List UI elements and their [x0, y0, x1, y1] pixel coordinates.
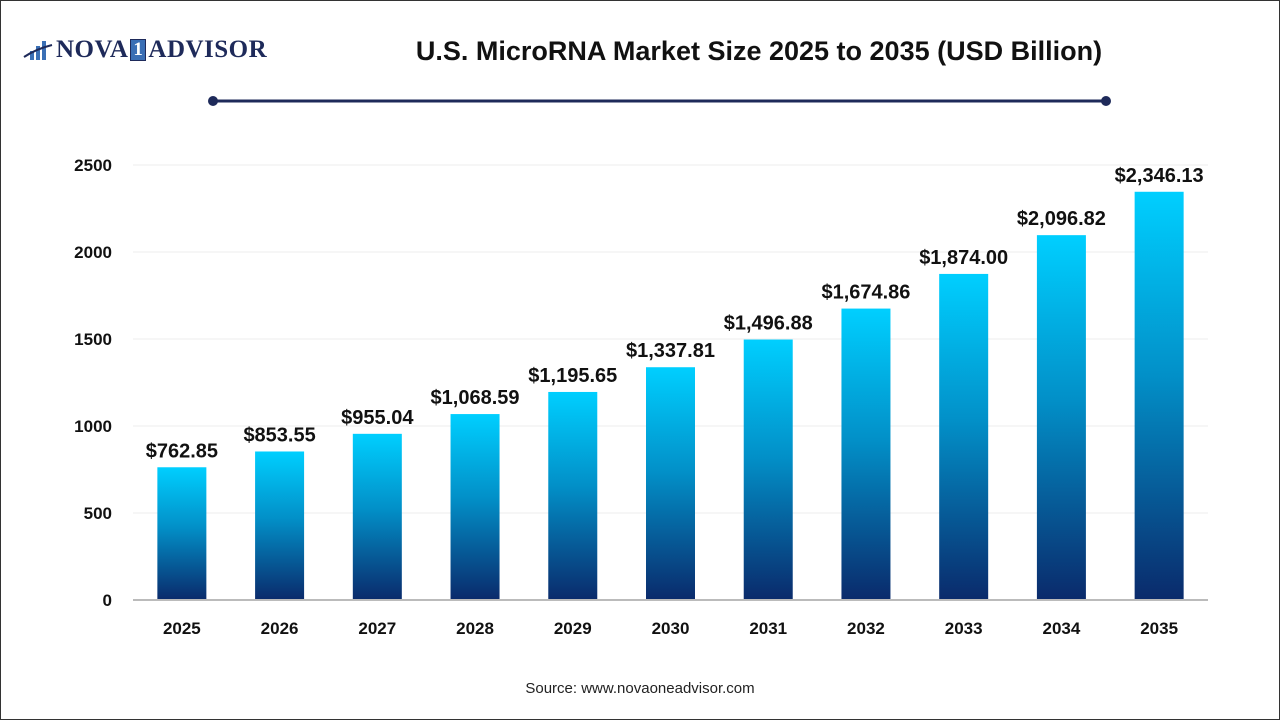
data-label: $1,337.81: [626, 340, 715, 362]
logo-one: 1: [130, 39, 147, 61]
source-note: Source: www.novaoneadvisor.com: [525, 680, 755, 697]
y-tick-label: 1500: [74, 330, 112, 349]
title-rule-dot-left: [208, 96, 218, 106]
y-tick-label: 0: [103, 591, 112, 610]
data-label: $1,874.00: [919, 247, 1008, 269]
bar-2033: [939, 273, 989, 600]
y-tick-label: 1000: [74, 417, 112, 436]
x-tick-label: 2032: [847, 619, 885, 638]
bar-2034: [1036, 235, 1086, 600]
x-tick-label: 2026: [261, 619, 299, 638]
y-tick-label: 2000: [74, 243, 112, 262]
data-label: $1,195.65: [528, 365, 617, 387]
bar-2030: [646, 367, 695, 600]
bar-2032: [841, 308, 891, 600]
data-label: $2,346.13: [1115, 165, 1204, 187]
y-tick-label: 500: [84, 504, 112, 523]
x-tick-label: 2033: [945, 619, 983, 638]
data-label: $1,496.88: [724, 313, 813, 335]
data-label: $2,096.82: [1017, 208, 1106, 230]
logo-text-right: ADVISOR: [148, 36, 268, 63]
data-label: $955.04: [341, 407, 414, 429]
chart-title: U.S. MicroRNA Market Size 2025 to 2035 (…: [415, 36, 1103, 66]
x-tick-label: 2030: [652, 619, 690, 638]
bar-2035: [1134, 191, 1184, 600]
data-label: $853.55: [243, 424, 315, 446]
bar-2029: [548, 391, 598, 600]
bar-2028: [450, 414, 500, 600]
bar-2027: [352, 433, 402, 600]
bar-2031: [743, 339, 793, 600]
data-label: $1,674.86: [821, 282, 910, 304]
x-tick-label: 2034: [1042, 619, 1080, 638]
bar-2026: [255, 451, 305, 600]
logo-bars-icon: [23, 41, 53, 60]
x-tick-label: 2028: [456, 619, 494, 638]
x-tick-label: 2035: [1140, 619, 1178, 638]
y-tick-label: 2500: [74, 156, 112, 175]
x-tick-label: 2031: [749, 619, 787, 638]
data-label: $1,068.59: [431, 387, 520, 409]
logo-text-left: NOVA: [56, 36, 129, 63]
logo: NOVA 1 ADVISOR: [22, 36, 267, 64]
title-rule-dot-right: [1101, 96, 1111, 106]
x-tick-label: 2029: [554, 619, 592, 638]
x-tick-label: 2027: [358, 619, 396, 638]
data-label: $762.85: [146, 440, 218, 462]
bar-2025: [157, 467, 207, 600]
x-tick-label: 2025: [163, 619, 201, 638]
